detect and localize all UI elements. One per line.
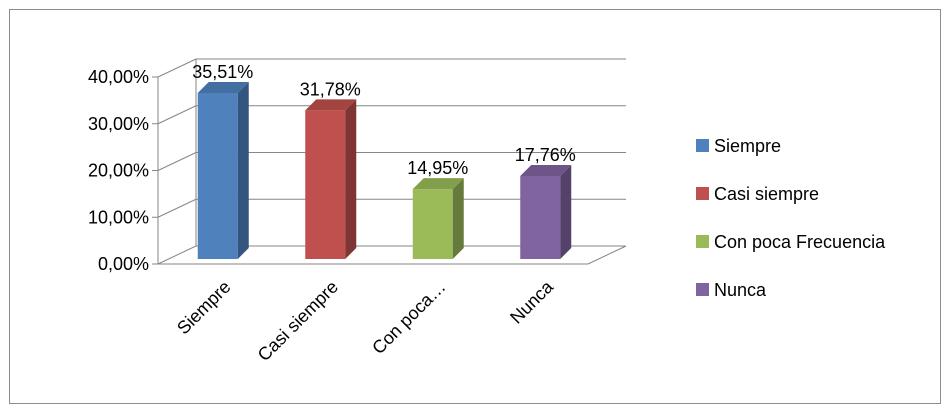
data-labels: 35,51% 31,78% 14,95% 17,76%	[192, 62, 576, 178]
y-tick-label: 30,00%	[88, 114, 149, 134]
gridline	[157, 152, 626, 171]
bar	[305, 99, 357, 259]
legend-item: Con poca Frecuencia	[696, 232, 886, 252]
x-tick-label: Siempre	[173, 277, 235, 339]
legend-label: Siempre	[714, 136, 781, 156]
y-tick-label: 40,00%	[88, 67, 149, 87]
legend: Siempre Casi siempre Con poca Frecuencia Nu…	[696, 136, 886, 300]
legend-label: Nunca	[714, 280, 767, 300]
legend-swatch	[696, 139, 709, 152]
bars	[197, 81, 572, 259]
data-label: 35,51%	[192, 62, 253, 82]
x-axis-ticks: Siempre Casi siempre Con poca… Nunca	[173, 276, 558, 365]
bar	[520, 164, 572, 259]
bar	[197, 81, 249, 259]
gridline	[157, 58, 626, 78]
legend-swatch	[696, 187, 709, 200]
legend-item: Siempre	[696, 136, 781, 156]
bar	[412, 178, 464, 259]
y-axis-ticks: 0,00% 10,00% 20,00% 30,00% 40,00%	[88, 67, 149, 274]
legend-swatch	[696, 283, 709, 296]
x-tick-label: Con poca…	[368, 277, 449, 358]
y-tick-label: 0,00%	[98, 254, 149, 274]
x-tick-label: Nunca	[506, 276, 558, 328]
y-tick-label: 20,00%	[88, 161, 149, 181]
chart-frame	[9, 9, 941, 404]
y-tick-label: 10,00%	[88, 207, 149, 227]
legend-label: Con poca Frecuencia	[714, 232, 886, 252]
x-tick-label: Casi siempre	[254, 277, 342, 365]
gridline	[157, 105, 626, 125]
data-label: 14,95%	[407, 158, 468, 178]
legend-item: Nunca	[696, 280, 767, 300]
data-label: 31,78%	[300, 79, 361, 99]
legend-label: Casi siempre	[714, 184, 819, 204]
axes	[152, 59, 627, 265]
legend-swatch	[696, 235, 709, 248]
data-label: 17,76%	[515, 145, 576, 165]
legend-item: Casi siempre	[696, 184, 819, 204]
